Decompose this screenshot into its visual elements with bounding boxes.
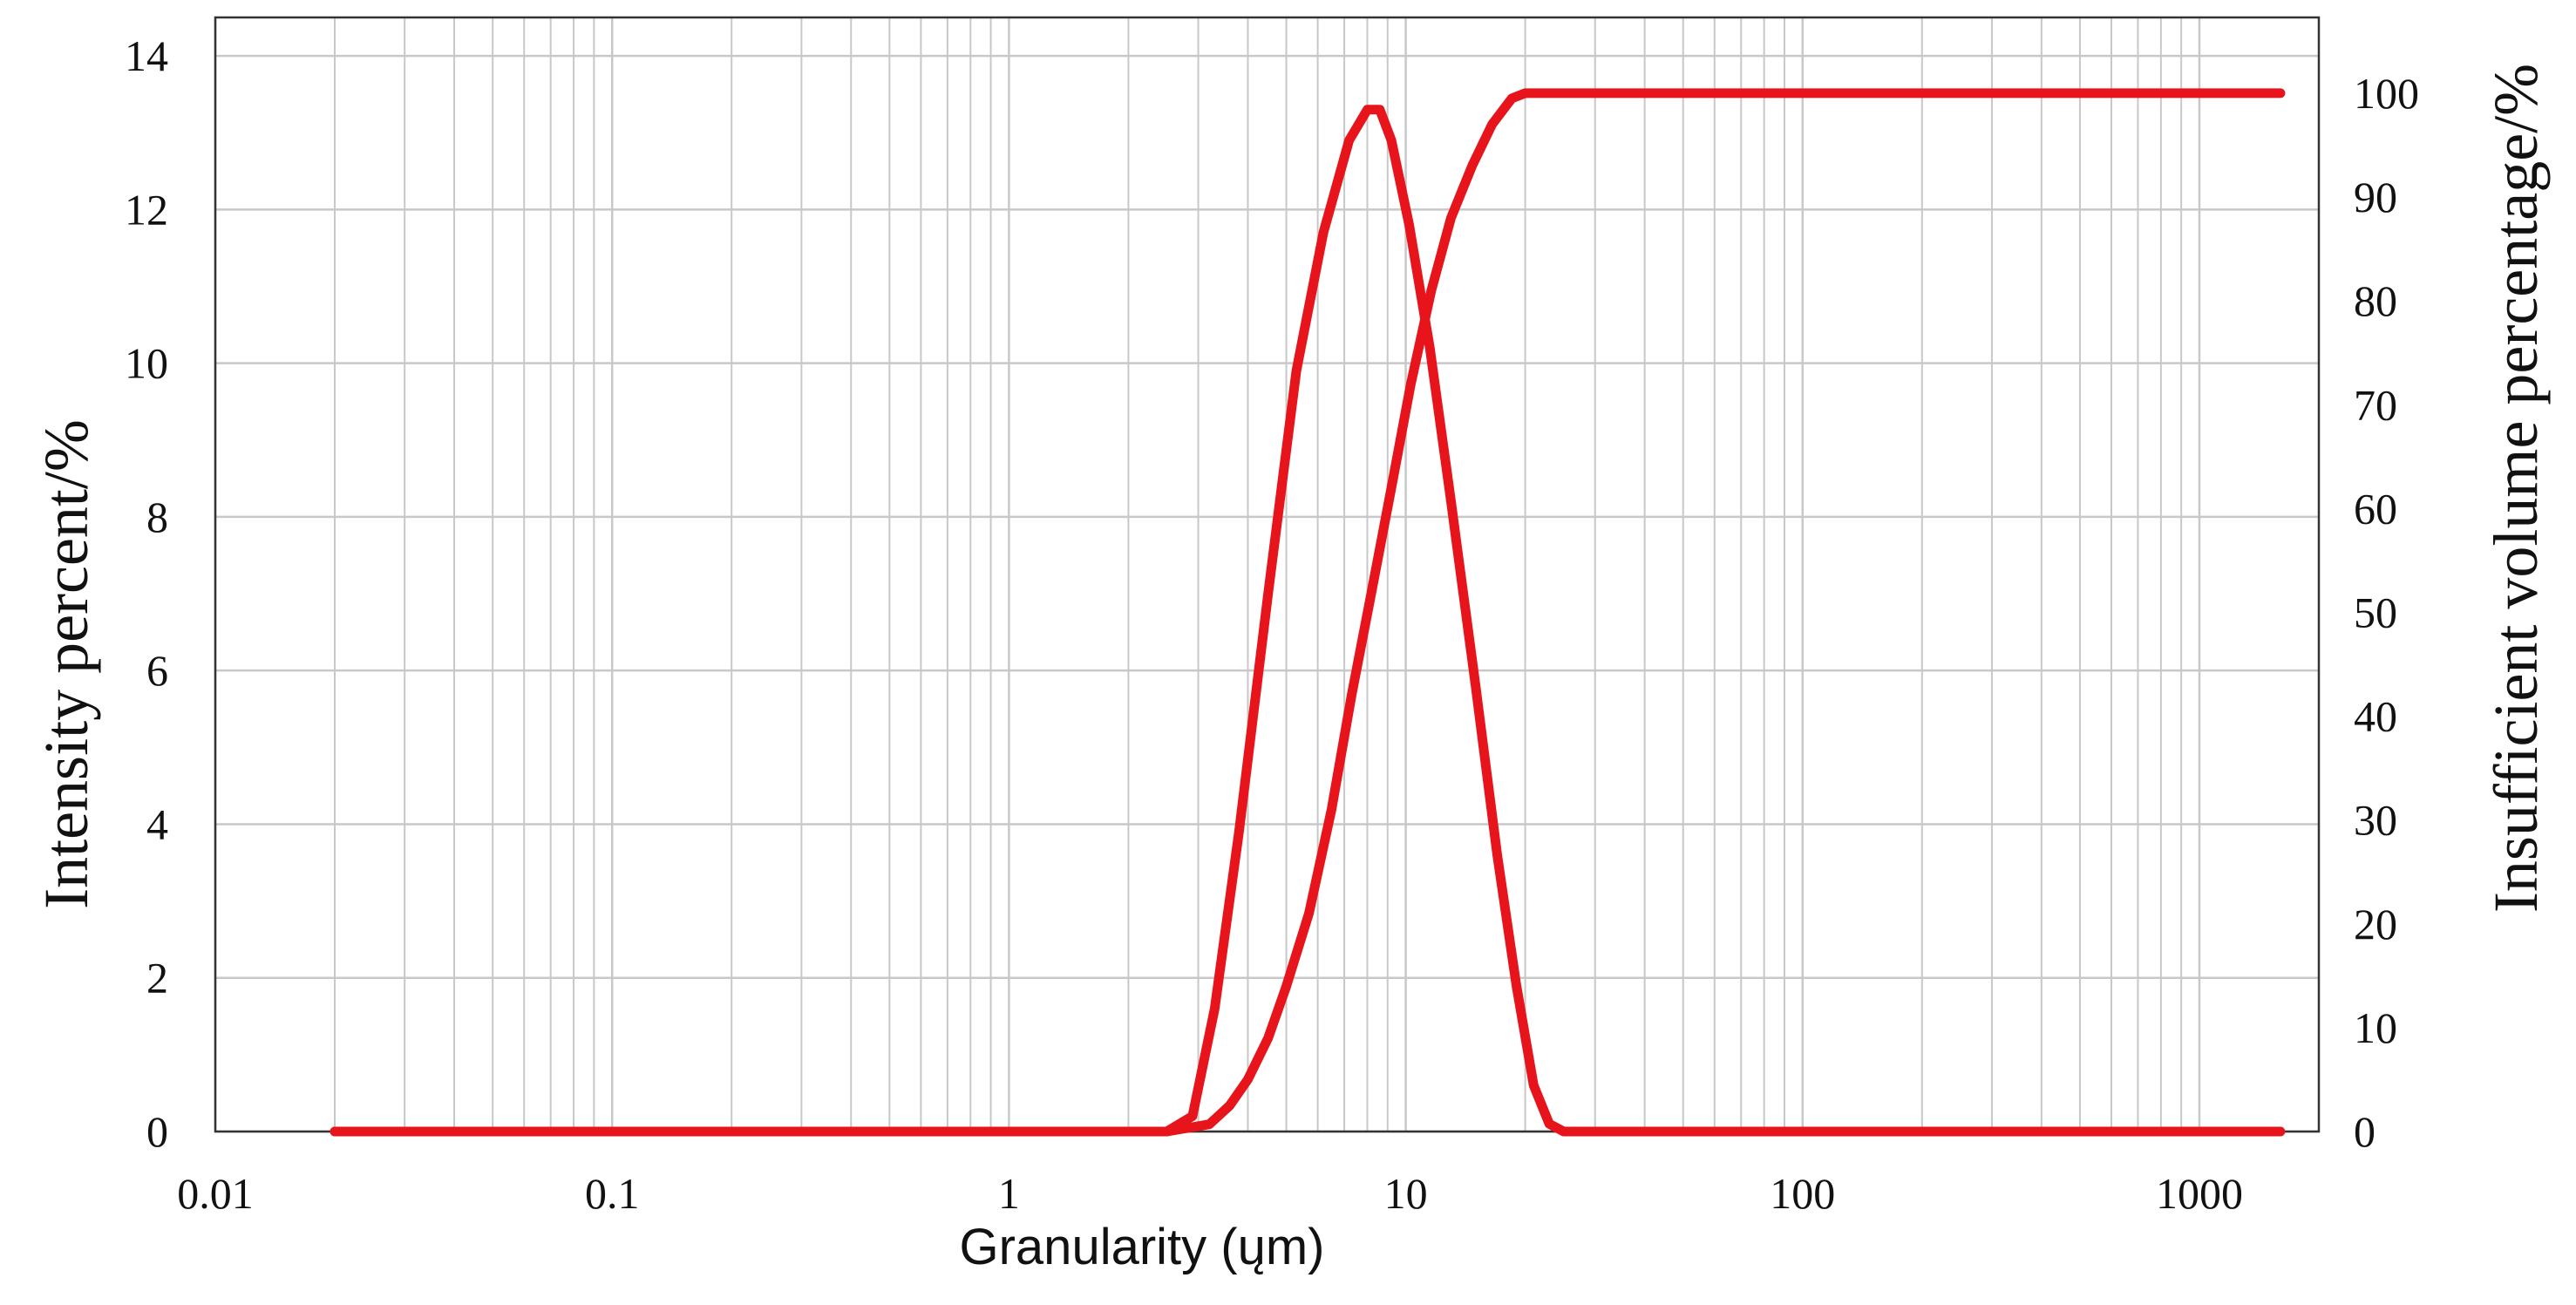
cumulative-volume-line xyxy=(330,88,2286,1137)
y-right-tick-label: 30 xyxy=(2354,796,2397,845)
x-tick-label: 10 xyxy=(1384,1169,1428,1218)
x-tick-label: 100 xyxy=(1770,1169,1835,1218)
plot-frame xyxy=(214,16,2321,1133)
series-layer xyxy=(330,88,2286,1137)
y-left-tick-label: 12 xyxy=(125,185,168,234)
y-left-tick-label: 6 xyxy=(146,646,168,695)
y-left-tick-label: 8 xyxy=(146,493,168,541)
y-right-tick-label: 70 xyxy=(2354,380,2397,429)
y-left-tick-label: 4 xyxy=(146,799,168,848)
y-left-tick-label: 0 xyxy=(146,1107,168,1156)
y-left-tick-label: 10 xyxy=(125,339,168,388)
y-left-axis-title: Intensity percent/% xyxy=(31,419,101,909)
y-right-tick-label: 0 xyxy=(2354,1107,2375,1156)
y-right-tick-label: 100 xyxy=(2354,69,2419,118)
y-right-axis-title: Insufficient volume percentage/% xyxy=(2481,64,2551,913)
y-left-tick-labels: 0 2 4 6 8 10 12 14 xyxy=(125,31,168,1156)
x-tick-labels: 0.01 0.1 1 10 100 1000 xyxy=(177,1169,2243,1218)
x-tick-label: 1000 xyxy=(2156,1169,2243,1218)
y-left-tick-label: 2 xyxy=(146,954,168,1003)
y-right-tick-label: 10 xyxy=(2354,1003,2397,1052)
y-right-tick-label: 50 xyxy=(2354,588,2397,636)
y-right-tick-label: 60 xyxy=(2354,484,2397,533)
x-tick-label: 0.01 xyxy=(177,1169,254,1218)
y-right-tick-label: 20 xyxy=(2354,900,2397,948)
y-right-tick-label: 40 xyxy=(2354,692,2397,741)
x-tick-label: 0.1 xyxy=(585,1169,640,1218)
intensity-line xyxy=(330,105,2286,1137)
y-left-tick-label: 14 xyxy=(125,31,168,80)
y-right-tick-label: 90 xyxy=(2354,173,2397,221)
x-tick-label: 1 xyxy=(998,1169,1020,1218)
x-axis-title: Granularity (ųm) xyxy=(960,1219,1325,1275)
y-right-tick-label: 80 xyxy=(2354,276,2397,325)
y-right-tick-labels: 0 10 20 30 40 50 60 70 80 90 100 xyxy=(2354,69,2419,1156)
